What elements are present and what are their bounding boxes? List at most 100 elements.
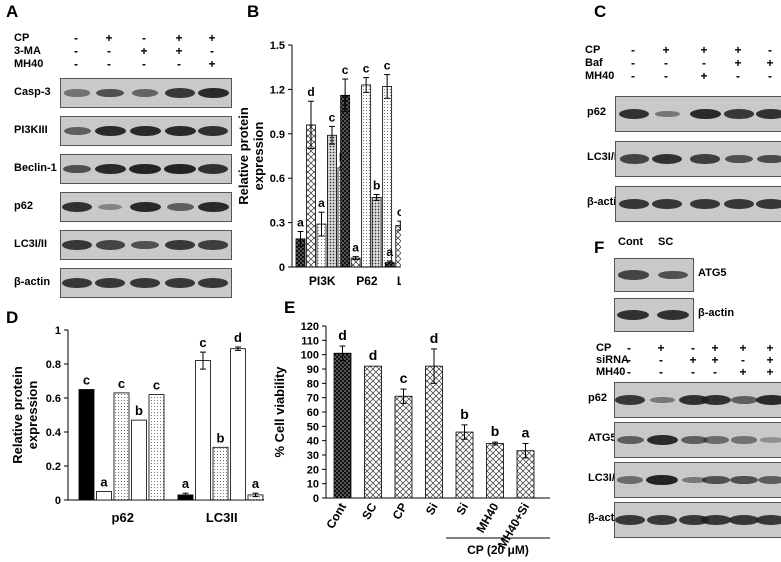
x-category-label: PI3K [309, 274, 336, 288]
significance-letter: d [338, 327, 347, 343]
protein-band [646, 434, 678, 446]
protein-band [96, 88, 124, 98]
condition-sign: - [74, 57, 78, 71]
y-tick-label: 0.4 [46, 427, 62, 439]
condition-sign: + [208, 31, 216, 45]
condition-sign: + [766, 365, 774, 379]
bar [361, 84, 372, 268]
protein-band [678, 394, 710, 406]
blot-strip [614, 258, 694, 292]
x-label-group: SC [359, 500, 380, 522]
condition-label: siRNA [596, 354, 630, 366]
blot-strip [60, 116, 232, 146]
y-tick-label: 70 [307, 393, 319, 405]
protein-band [198, 240, 228, 250]
y-tick-label: 0.9 [270, 129, 285, 141]
significance-letter: a [252, 476, 260, 491]
y-tick-label: 0.6 [270, 173, 285, 185]
condition-sign: + [140, 44, 148, 58]
condition-sign: - [768, 43, 772, 57]
protein-band [197, 87, 229, 99]
protein-band [197, 163, 229, 175]
condition-label: CP [585, 44, 601, 56]
protein-band [724, 199, 754, 209]
protein-band [166, 203, 194, 211]
x-category-label: Cont [323, 501, 349, 532]
protein-band [94, 163, 126, 175]
condition-sign: - [736, 69, 740, 83]
condition-sign: + [734, 43, 742, 57]
significance-letter: c [153, 378, 160, 393]
bar [212, 446, 229, 501]
condition-label: CP [596, 342, 612, 354]
protein-band [61, 201, 93, 213]
protein-band [619, 199, 649, 209]
blot-strip [615, 141, 781, 177]
bar [333, 352, 352, 499]
y-tick-label: 0.2 [46, 461, 61, 473]
protein-band [757, 476, 781, 484]
protein-band [618, 108, 650, 120]
protein-band [131, 240, 159, 250]
x-category-label: Si [423, 501, 441, 518]
protein-band [130, 278, 160, 288]
protein-band [129, 163, 161, 175]
bar [78, 389, 95, 501]
y-axis-label-line: Relative protein [236, 107, 251, 205]
y-tick-label: 120 [301, 321, 319, 333]
condition-sign: + [175, 31, 183, 45]
protein-band [681, 476, 707, 484]
condition-sign: - [691, 341, 695, 355]
significance-letter: a [386, 245, 393, 259]
bar [425, 365, 443, 499]
significance-letter: c [400, 370, 408, 386]
panel-c-letter: C [594, 2, 607, 21]
protein-band [730, 475, 758, 485]
condition-sign: + [766, 56, 774, 70]
y-axis-label-group: Relative proteinexpression [236, 107, 266, 205]
protein-band [95, 240, 125, 250]
blot-strip [614, 462, 781, 498]
x-category-label: SC [359, 500, 380, 522]
x-category-label: LC3II [397, 274, 401, 288]
significance-letter: b [460, 406, 469, 422]
protein-band [652, 199, 682, 209]
protein-band [615, 395, 645, 405]
y-tick-label: 0.8 [46, 359, 61, 371]
protein-band [700, 394, 732, 406]
y-tick-label: 60 [307, 407, 319, 419]
protein-band [690, 154, 720, 164]
significance-letter: c [118, 376, 125, 391]
significance-letter: d [369, 347, 378, 363]
protein-band [680, 436, 708, 444]
y-tick-label: 0 [55, 495, 61, 507]
bar [486, 443, 504, 499]
bar [195, 360, 211, 501]
condition-sign: + [711, 341, 719, 355]
significance-letter: b [373, 178, 380, 192]
panel-b-letter: B [247, 2, 260, 21]
blot-row-label: ATG5 [588, 432, 617, 444]
bar [131, 419, 147, 501]
bar [148, 394, 165, 501]
protein-band [616, 309, 650, 321]
significance-letter: a [100, 475, 108, 490]
blot-strip [614, 382, 781, 418]
protein-band [690, 199, 720, 209]
significance-letter: c [199, 335, 206, 350]
condition-label: 3-MA [14, 45, 41, 57]
significance-letter: b [135, 403, 143, 418]
protein-band [63, 127, 91, 135]
bar [230, 348, 246, 501]
condition-sign: - [768, 69, 772, 83]
bar [371, 197, 382, 268]
significance-letter: c [363, 62, 370, 76]
condition-sign: + [739, 341, 747, 355]
condition-label: MH40 [596, 366, 626, 378]
y-tick-label: 0 [279, 262, 285, 274]
panel-a-letter: A [6, 2, 19, 21]
protein-band [756, 515, 781, 525]
blot-row-label: β-actin [587, 196, 624, 208]
lane-label: SC [658, 236, 674, 248]
condition-sign: - [627, 365, 631, 379]
